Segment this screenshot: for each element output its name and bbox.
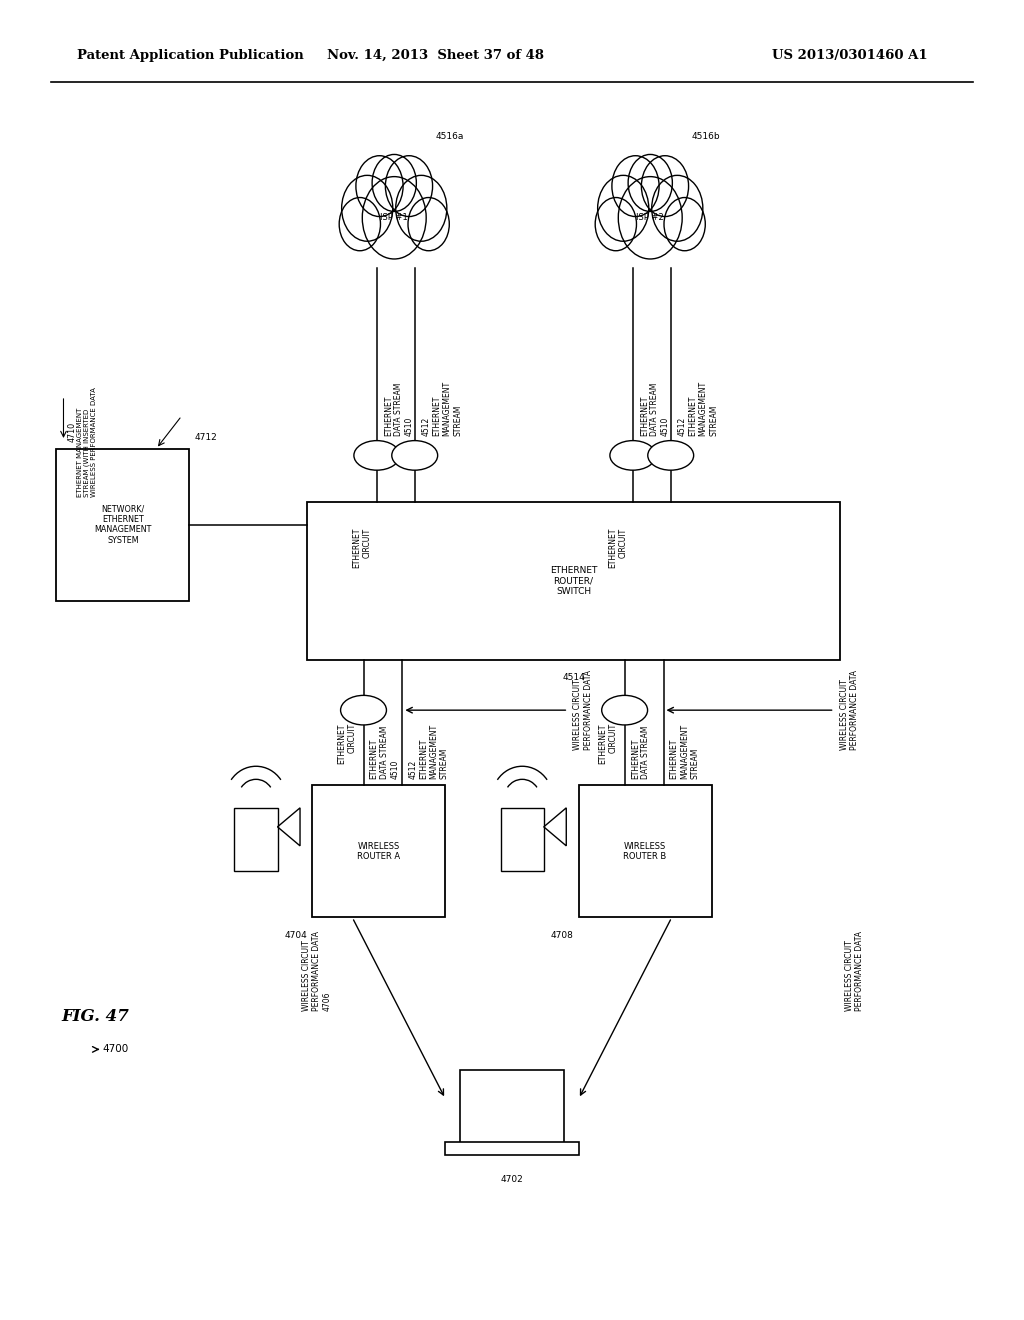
Circle shape — [612, 156, 659, 216]
Bar — [579, 785, 712, 917]
Text: 4516a: 4516a — [435, 132, 464, 141]
Bar — [460, 1069, 564, 1151]
Circle shape — [408, 198, 450, 251]
Ellipse shape — [354, 441, 399, 470]
Text: Patent Application Publication: Patent Application Publication — [77, 49, 303, 62]
Text: ETHERNET
CIRCUIT: ETHERNET CIRCUIT — [608, 528, 628, 569]
Circle shape — [628, 154, 673, 211]
Ellipse shape — [602, 696, 647, 725]
Bar — [307, 502, 840, 660]
Bar — [234, 808, 278, 871]
Text: ETHERNET MANAGEMENT
STREAM (WITH INSERTED
WIRELESS PERFORMANCE DATA: ETHERNET MANAGEMENT STREAM (WITH INSERTE… — [77, 387, 97, 498]
Text: ETHERNET
DATA STREAM
4510: ETHERNET DATA STREAM 4510 — [384, 383, 414, 436]
Circle shape — [664, 198, 706, 251]
Text: ETHERNET
DATA STREAM
4510: ETHERNET DATA STREAM 4510 — [640, 383, 670, 436]
Circle shape — [342, 176, 393, 242]
Circle shape — [651, 176, 702, 242]
Text: ETHERNET
CIRCUIT: ETHERNET CIRCUIT — [598, 723, 617, 764]
Text: 4512
ETHERNET
MANAGEMENT
STREAM: 4512 ETHERNET MANAGEMENT STREAM — [422, 380, 462, 436]
Bar — [56, 449, 189, 601]
Text: 4710: 4710 — [68, 422, 76, 442]
Text: 4712: 4712 — [195, 433, 217, 442]
Circle shape — [395, 176, 446, 242]
Text: US 2013/0301460 A1: US 2013/0301460 A1 — [772, 49, 928, 62]
Text: 4702: 4702 — [501, 1175, 523, 1184]
Bar — [445, 1142, 579, 1155]
Text: WIRELESS
ROUTER A: WIRELESS ROUTER A — [357, 842, 400, 861]
Text: WIRELESS CIRCUIT
PERFORMANCE DATA
4706: WIRELESS CIRCUIT PERFORMANCE DATA 4706 — [302, 931, 332, 1011]
Text: WIRELESS
ROUTER B: WIRELESS ROUTER B — [624, 842, 667, 861]
Circle shape — [618, 177, 682, 259]
Ellipse shape — [648, 441, 693, 470]
Circle shape — [356, 156, 403, 216]
Text: ETHERNET
CIRCUIT: ETHERNET CIRCUIT — [352, 528, 372, 569]
Circle shape — [339, 198, 381, 251]
Ellipse shape — [392, 441, 437, 470]
Text: WIRELESS CIRCUIT
PERFORMANCE DATA: WIRELESS CIRCUIT PERFORMANCE DATA — [845, 931, 864, 1011]
Text: WIRELESS CIRCUIT
PERFORMANCE DATA: WIRELESS CIRCUIT PERFORMANCE DATA — [840, 671, 859, 750]
Text: 4700: 4700 — [102, 1044, 129, 1055]
Text: ISP #2: ISP #2 — [636, 214, 665, 222]
Circle shape — [372, 154, 417, 211]
Text: ETHERNET
DATA STREAM: ETHERNET DATA STREAM — [631, 726, 650, 779]
Text: FIG. 47: FIG. 47 — [61, 1008, 129, 1024]
Text: ETHERNET
CIRCUIT: ETHERNET CIRCUIT — [337, 723, 356, 764]
Text: Nov. 14, 2013  Sheet 37 of 48: Nov. 14, 2013 Sheet 37 of 48 — [327, 49, 544, 62]
Text: 4516b: 4516b — [691, 132, 720, 141]
Text: NETWORK/
ETHERNET
MANAGEMENT
SYSTEM: NETWORK/ ETHERNET MANAGEMENT SYSTEM — [94, 504, 152, 545]
Ellipse shape — [610, 441, 655, 470]
Circle shape — [385, 156, 432, 216]
Text: ISP #1: ISP #1 — [380, 214, 409, 222]
Circle shape — [598, 176, 649, 242]
Ellipse shape — [341, 696, 386, 725]
Circle shape — [641, 156, 688, 216]
Text: 4704: 4704 — [285, 931, 307, 940]
Bar — [501, 808, 544, 871]
Text: ETHERNET
DATA STREAM
4510: ETHERNET DATA STREAM 4510 — [370, 726, 399, 779]
Text: 4514: 4514 — [562, 673, 585, 682]
Circle shape — [595, 198, 637, 251]
Text: 4708: 4708 — [551, 931, 573, 940]
Text: ETHERNET
ROUTER/
SWITCH: ETHERNET ROUTER/ SWITCH — [550, 566, 597, 595]
Text: ETHERNET
MANAGEMENT
STREAM: ETHERNET MANAGEMENT STREAM — [670, 723, 699, 779]
Bar — [312, 785, 445, 917]
Text: WIRELESS CIRCUIT
PERFORMANCE DATA: WIRELESS CIRCUIT PERFORMANCE DATA — [573, 671, 593, 750]
Text: 4512
ETHERNET
MANAGEMENT
STREAM: 4512 ETHERNET MANAGEMENT STREAM — [678, 380, 718, 436]
Circle shape — [362, 177, 426, 259]
Text: 4512
ETHERNET
MANAGEMENT
STREAM: 4512 ETHERNET MANAGEMENT STREAM — [409, 723, 449, 779]
